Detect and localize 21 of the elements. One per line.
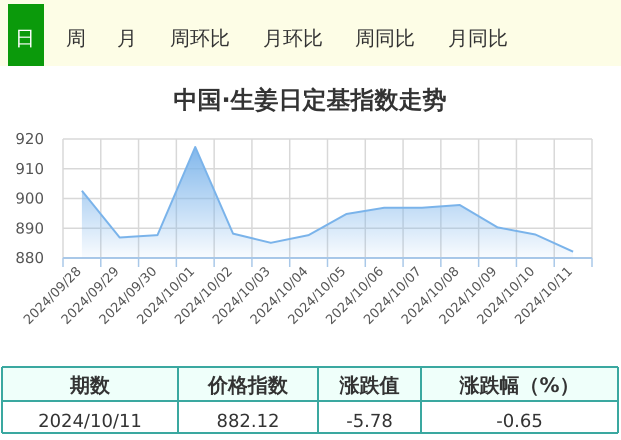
text: 2024/10/11 — [38, 411, 142, 432]
y-tick-label: 910 — [15, 160, 44, 178]
y-tick-label: 920 — [15, 130, 44, 148]
text: 价格指数 — [207, 373, 289, 397]
chart-title: 中国·生姜日定基指数走势 — [173, 86, 447, 114]
text: 月环比 — [263, 26, 323, 50]
y-tick-label: 900 — [15, 190, 44, 208]
y-tick-label: 890 — [15, 219, 44, 238]
text: 周环比 — [170, 26, 230, 50]
text: 882.12 — [216, 411, 280, 432]
text: 涨跌值 — [338, 373, 400, 397]
text: 期数 — [69, 373, 111, 397]
text: -5.78 — [346, 411, 393, 432]
text: 周 — [66, 26, 86, 50]
text: 周同比 — [355, 26, 415, 50]
text: 日 — [15, 26, 35, 50]
text: 月同比 — [448, 26, 508, 50]
text: 月 — [117, 26, 137, 50]
y-tick-label: 880 — [15, 249, 44, 267]
text: 涨跌幅（%） — [458, 373, 580, 397]
text: -0.65 — [496, 411, 543, 432]
